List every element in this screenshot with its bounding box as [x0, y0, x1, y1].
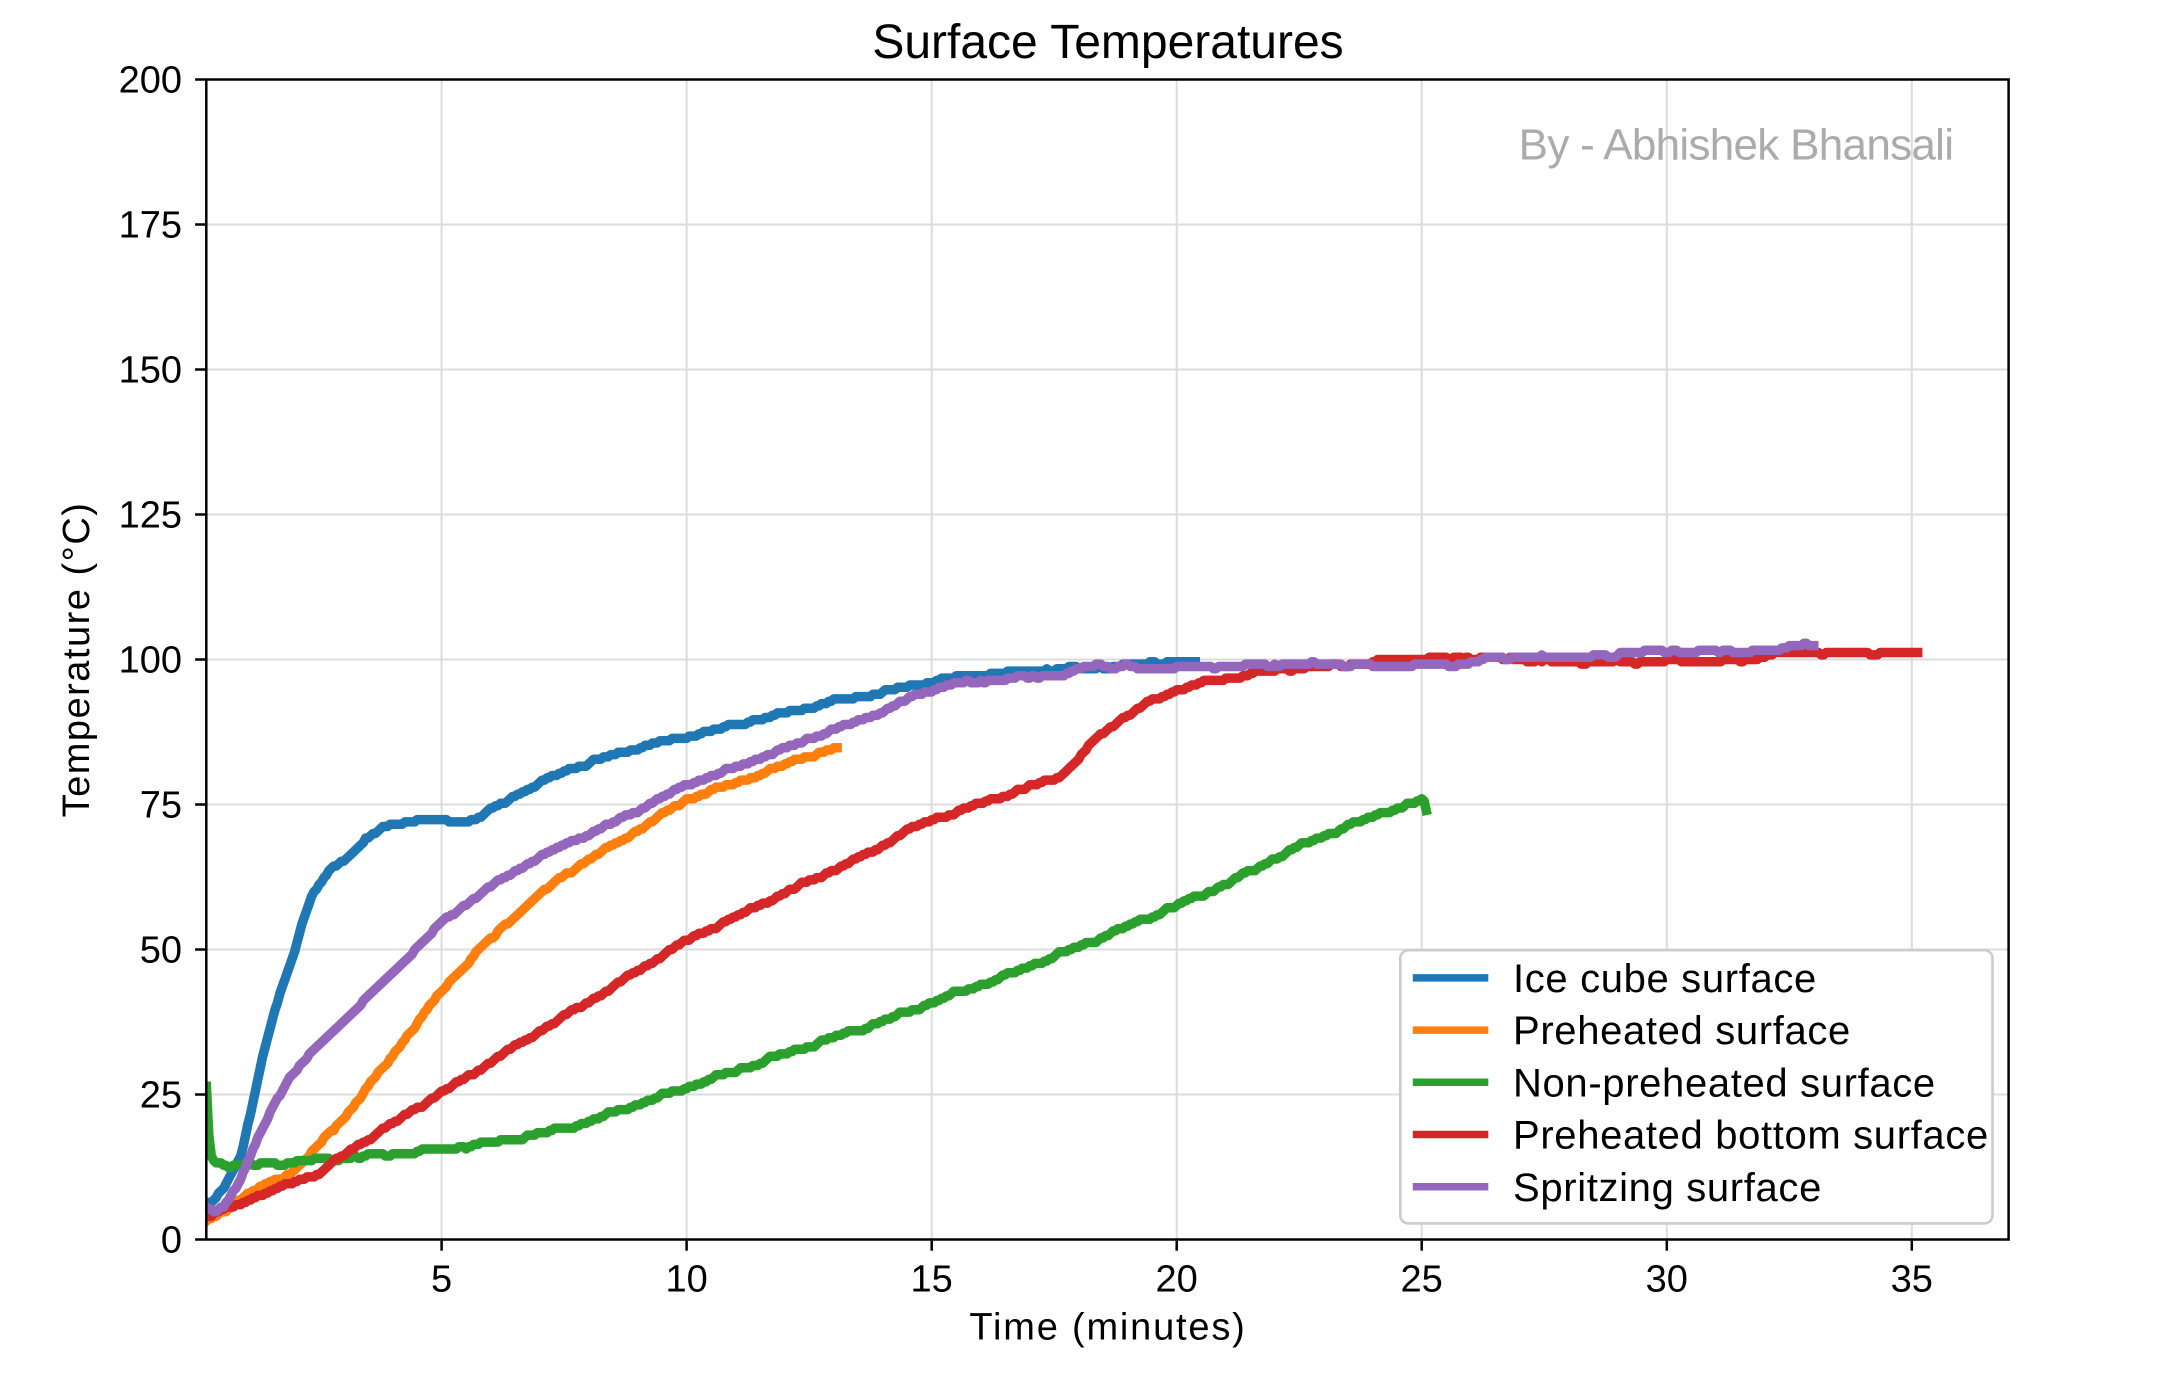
svg-text:100: 100 — [119, 640, 182, 682]
svg-text:200: 200 — [119, 60, 182, 102]
svg-text:175: 175 — [119, 205, 182, 247]
svg-text:By - Abhishek Bhansali: By - Abhishek Bhansali — [1519, 120, 1954, 169]
svg-text:35: 35 — [1891, 1259, 1933, 1301]
svg-text:25: 25 — [140, 1075, 182, 1117]
svg-text:150: 150 — [119, 350, 182, 392]
svg-text:125: 125 — [119, 495, 182, 537]
svg-text:Surface Temperatures: Surface Temperatures — [872, 16, 1343, 69]
svg-text:Non-preheated surface: Non-preheated surface — [1513, 1061, 1936, 1105]
svg-text:Temperature (°C): Temperature (°C) — [56, 502, 98, 818]
svg-text:15: 15 — [911, 1259, 953, 1301]
svg-text:10: 10 — [665, 1259, 707, 1301]
svg-text:50: 50 — [140, 930, 182, 972]
svg-text:Ice cube surface: Ice cube surface — [1513, 957, 1817, 1001]
svg-text:5: 5 — [431, 1259, 452, 1301]
svg-text:Preheated bottom surface: Preheated bottom surface — [1513, 1114, 1989, 1158]
svg-text:30: 30 — [1646, 1259, 1688, 1301]
svg-text:Spritzing surface: Spritzing surface — [1513, 1166, 1822, 1210]
svg-text:0: 0 — [161, 1220, 182, 1262]
svg-text:75: 75 — [140, 785, 182, 827]
svg-text:Time (minutes): Time (minutes) — [969, 1306, 1246, 1348]
svg-text:Preheated surface: Preheated surface — [1513, 1009, 1851, 1053]
svg-text:25: 25 — [1401, 1259, 1443, 1301]
svg-text:20: 20 — [1156, 1259, 1198, 1301]
